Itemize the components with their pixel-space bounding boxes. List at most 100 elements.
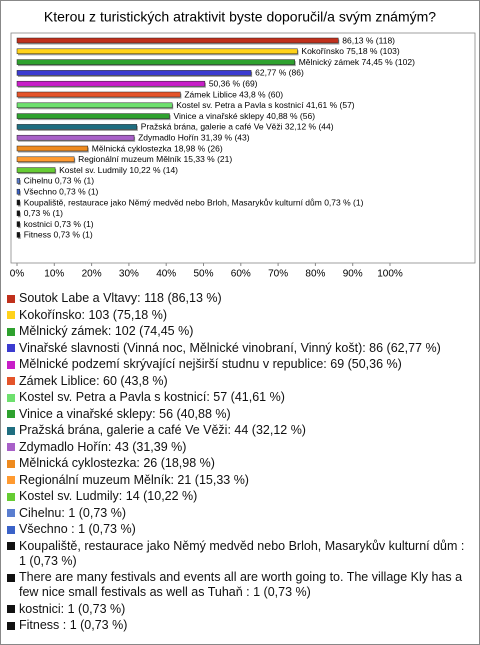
- value-label: Fitness 0,73 % (1): [24, 230, 93, 240]
- legend-swatch: [7, 294, 15, 303]
- value-label: 50,36 % (69): [209, 78, 258, 88]
- legend-item: Všechno : 1 (0,73 %): [7, 522, 473, 537]
- legend-item: Zdymadlo Hořín: 43 (31,39 %): [7, 440, 473, 455]
- bar: [16, 178, 20, 184]
- legend-label: Vinařské slavnosti (Vinná noc, Mělnické …: [19, 340, 441, 355]
- x-tick-label: 30%: [119, 269, 139, 280]
- bar: [16, 37, 339, 44]
- bar: [16, 59, 295, 65]
- legend-label: Mělnický zámek: 102 (74,45 %): [19, 324, 194, 338]
- bar: [16, 210, 20, 217]
- x-tick-label: 60%: [231, 269, 251, 280]
- legend-item: Cihelnu: 1 (0,73 %): [7, 506, 473, 521]
- legend-label: Pražská brána, galerie a café Ve Věži: 4…: [19, 423, 306, 437]
- legend-swatch: [7, 393, 15, 402]
- value-label: Regionální muzeum Mělník 15,33 % (21): [78, 154, 232, 164]
- x-tick-label: 70%: [268, 269, 288, 280]
- legend-item: Vinařské slavnosti (Vinná noc, Mělnické …: [7, 341, 473, 356]
- legend-label: Všechno : 1 (0,73 %): [19, 522, 136, 536]
- legend-swatch: [7, 360, 15, 369]
- legend-swatch: [7, 410, 15, 418]
- plot-frame: [10, 32, 476, 264]
- bar: [16, 70, 252, 76]
- legend-swatch: [7, 327, 15, 336]
- value-label: Pražská brána, galerie a café Ve Věži 32…: [141, 122, 334, 132]
- chart: Kterou z turistických atraktivit byste d…: [10, 9, 476, 280]
- legend-swatch: [7, 426, 15, 435]
- legend-swatch: [7, 509, 15, 517]
- bar: [16, 113, 170, 119]
- legend-label: Koupaliště, restaurace jako Němý medvěd …: [19, 538, 465, 568]
- legend-item: Mělnická cyklostezka: 26 (18,98 %): [7, 456, 473, 471]
- bar: [16, 102, 173, 109]
- chart-title: Kterou z turistických atraktivit byste d…: [44, 9, 436, 25]
- value-label: Kokořínsko 75,18 % (103): [301, 46, 399, 56]
- legend-item: Regionální muzeum Mělník: 21 (15,33 %): [7, 473, 473, 488]
- value-label: Všechno 0,73 % (1): [24, 186, 99, 196]
- legend-item: Koupaliště, restaurace jako Němý medvěd …: [7, 539, 473, 569]
- legend-swatch: [7, 311, 15, 319]
- legend-swatch: [7, 492, 15, 501]
- value-label: 86,13 % (118): [342, 35, 395, 45]
- legend: Soutok Labe a Vltavy: 118 (86,13 %) Kokoř…: [7, 291, 473, 635]
- legend-label: Soutok Labe a Vltavy: 118 (86,13 %): [19, 291, 222, 305]
- legend-swatch: [7, 605, 15, 613]
- legend-swatch: [7, 476, 15, 484]
- legend-label: Vinice a vinařské sklepy: 56 (40,88 %): [19, 406, 231, 421]
- bar: [16, 232, 20, 238]
- legend-item: Pražská brána, galerie a café Ve Věži: 4…: [7, 423, 473, 438]
- x-tick-label: 20%: [82, 269, 102, 280]
- legend-label: Mělnická cyklostezka: 26 (18,98 %): [19, 456, 215, 470]
- legend-label: Fitness : 1 (0,73 %): [19, 618, 128, 632]
- bar: [16, 48, 298, 55]
- legend-swatch: [7, 573, 15, 582]
- legend-label: Kostel sv. Ludmily: 14 (10,22 %): [19, 489, 198, 503]
- value-label: Vinice a vinařské sklepy 40,88 % (56): [173, 111, 315, 121]
- legend-item: Soutok Labe a Vltavy: 118 (86,13 %): [7, 291, 473, 306]
- x-tick-label: 100%: [377, 269, 403, 280]
- legend-swatch: [7, 344, 15, 352]
- value-label: Kostel sv. Petra a Pavla s kostnicí 41,6…: [176, 100, 355, 110]
- legend-label: Zámek Liblice: 60 (43,8 %): [19, 373, 168, 388]
- value-label: Cihelnu 0,73 % (1): [24, 176, 95, 186]
- value-label: Koupaliště, restaurace jako Němý medvěd …: [24, 197, 364, 207]
- value-label: kostnici 0,73 % (1): [24, 219, 94, 229]
- legend-swatch: [7, 525, 15, 534]
- x-tick-label: 10%: [44, 269, 64, 280]
- x-tick-label: 90%: [343, 269, 363, 280]
- legend-swatch: [7, 542, 15, 550]
- legend-label: There are many festivals and events all …: [19, 570, 463, 599]
- legend-label: Kostel sv. Petra a Pavla s kostnicí: 57 …: [19, 390, 285, 404]
- legend-swatch: [7, 459, 15, 468]
- legend-swatch: [7, 621, 15, 630]
- bar: [16, 199, 20, 206]
- legend-label: Mělnické podzemí skrývající nejširší stu…: [19, 357, 402, 371]
- legend-item: Fitness : 1 (0,73 %): [7, 618, 473, 633]
- value-label: Kostel sv. Ludmily 10,22 % (14): [59, 165, 178, 175]
- legend-item: Zámek Liblice: 60 (43,8 %): [7, 374, 473, 389]
- bar: [16, 156, 75, 163]
- x-tick-label: 40%: [156, 269, 176, 280]
- bar: [16, 167, 56, 173]
- legend-item: Kokořínsko: 103 (75,18 %): [7, 308, 473, 323]
- value-label: Zdymadlo Hořín 31,39 % (43): [138, 132, 250, 142]
- legend-item: Kostel sv. Petra a Pavla s kostnicí: 57 …: [7, 390, 473, 405]
- legend-label: kostnici: 1 (0,73 %): [19, 601, 126, 616]
- legend-item: Vinice a vinařské sklepy: 56 (40,88 %): [7, 407, 473, 422]
- legend-item: Kostel sv. Ludmily: 14 (10,22 %): [7, 489, 473, 504]
- x-tick-label: 80%: [305, 269, 325, 280]
- value-label: Mělnická cyklostezka 18,98 % (26): [92, 143, 223, 153]
- legend-item: Mělnické podzemí skrývající nejširší stu…: [7, 357, 473, 372]
- value-label: 62,77 % (86): [255, 68, 304, 78]
- value-label: 0,73 % (1): [24, 208, 63, 218]
- bar: [16, 145, 89, 152]
- value-label: Zámek Liblice 43,8 % (60): [184, 89, 283, 99]
- bar: [16, 221, 20, 227]
- legend-label: Cihelnu: 1 (0,73 %): [19, 505, 127, 520]
- legend-item: kostnici: 1 (0,73 %): [7, 602, 473, 617]
- x-tick-label: 50%: [193, 269, 213, 280]
- bar: [16, 80, 206, 87]
- legend-item: There are many festivals and events all …: [7, 570, 473, 600]
- bar: [16, 91, 181, 98]
